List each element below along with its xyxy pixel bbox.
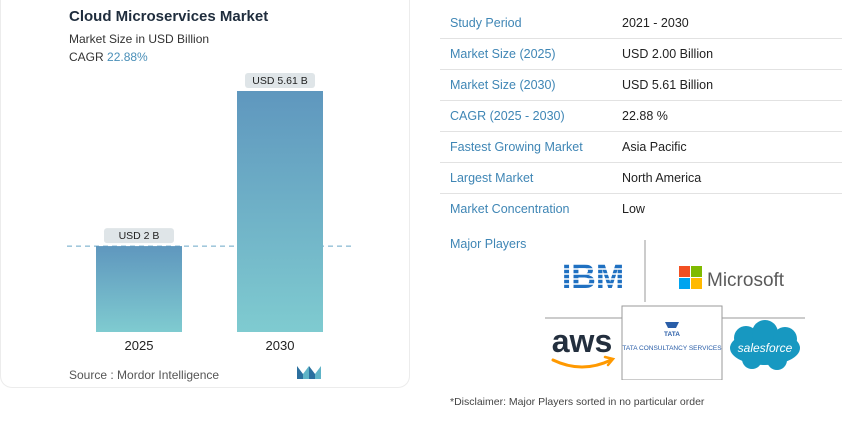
row-key: CAGR (2025 - 2030) — [450, 109, 565, 123]
aws-logo-text: aws — [552, 323, 612, 359]
row-value: USD 5.61 Billion — [622, 78, 714, 92]
row-key: Study Period — [450, 16, 522, 30]
row-key: Market Size (2025) — [450, 47, 556, 61]
data-label: USD 5.61 B — [252, 75, 307, 87]
row-key: Fastest Growing Market — [450, 140, 583, 154]
table-row: Market Concentration Low — [440, 194, 842, 225]
tata-logo-text: TATA — [664, 331, 680, 338]
row-value: North America — [622, 171, 702, 185]
table-row: Market Size (2030) USD 5.61 Billion — [440, 70, 842, 101]
row-key: Market Concentration — [450, 202, 570, 216]
cagr-label: CAGR — [69, 50, 104, 64]
row-key: Largest Market — [450, 171, 534, 185]
source-note: Source : Mordor Intelligence — [69, 368, 220, 382]
bar-2030 — [237, 91, 323, 332]
table-row: Study Period 2021 - 2030 — [440, 8, 842, 39]
aws-logo-icon: aws — [551, 323, 616, 369]
major-players-logos: IBM Microsoft aws TATA TATA CONSULTANCY … — [545, 240, 805, 380]
table-row: CAGR (2025 - 2030) 22.88 % — [440, 101, 842, 132]
bar-chart: USD 2 B 2025 USD 5.61 B 2030 — [67, 73, 353, 353]
table-row: Fastest Growing Market Asia Pacific — [440, 132, 842, 163]
tcs-logo-text: TATA CONSULTANCY SERVICES — [622, 345, 722, 352]
data-label-bg — [245, 73, 315, 88]
row-key: Market Size (2030) — [450, 78, 556, 92]
data-label: USD 2 B — [119, 230, 160, 242]
salesforce-logo-text: salesforce — [738, 341, 793, 355]
x-tick-label: 2030 — [266, 338, 295, 353]
chart-subtitle: Market Size in USD Billion — [69, 32, 210, 46]
market-summary-table: Study Period 2021 - 2030 Market Size (2025… — [440, 8, 842, 225]
chart-title: Cloud Microservices Market — [69, 8, 269, 25]
row-value: Asia Pacific — [622, 140, 687, 154]
microsoft-logo-text: Microsoft — [707, 270, 785, 291]
row-value: 22.88 % — [622, 109, 668, 123]
ibm-logo-icon: IBM — [559, 258, 629, 296]
mordor-intelligence-logo-icon — [297, 366, 321, 379]
disclaimer-note: *Disclaimer: Major Players sorted in no … — [450, 396, 705, 408]
cagr-value: 22.88% — [107, 50, 148, 64]
chart-cagr: CAGR 22.88% — [69, 50, 148, 64]
row-value: Low — [622, 202, 645, 216]
microsoft-logo-icon: Microsoft — [679, 266, 785, 291]
table-row: Largest Market North America — [440, 163, 842, 194]
bar-2025 — [96, 246, 182, 332]
chart-card: Cloud Microservices Market Market Size i… — [0, 0, 410, 388]
row-value: USD 2.00 Billion — [622, 47, 714, 61]
salesforce-logo-icon: salesforce — [730, 320, 800, 370]
tcs-logo-icon: TATA TATA CONSULTANCY SERVICES — [621, 305, 723, 380]
data-label-bg — [104, 228, 174, 244]
table-row: Market Size (2025) USD 2.00 Billion — [440, 39, 842, 70]
x-tick-label: 2025 — [125, 338, 154, 353]
major-players-label: Major Players — [450, 237, 527, 251]
row-value: 2021 - 2030 — [622, 16, 689, 30]
